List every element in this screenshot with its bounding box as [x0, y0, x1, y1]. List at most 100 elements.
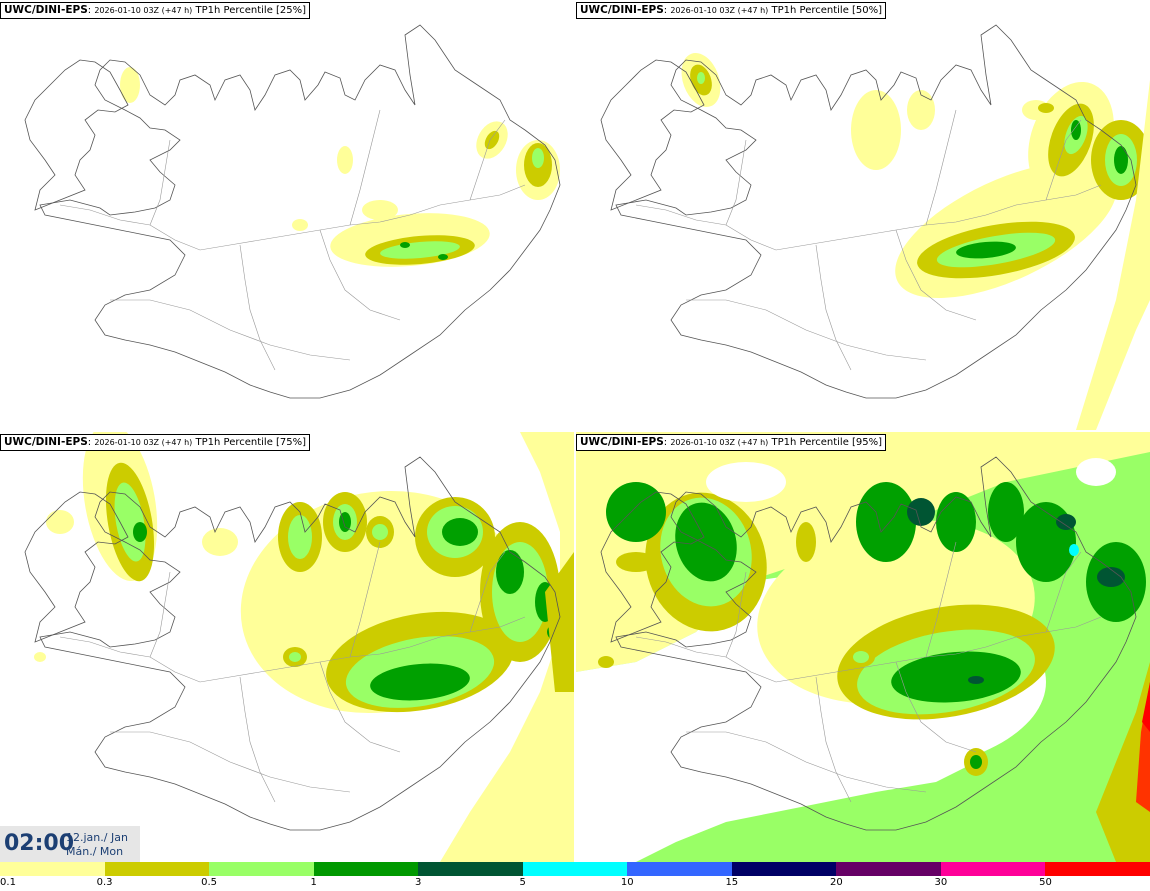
precip-area: [1114, 146, 1128, 174]
valid-time: 02:00: [4, 831, 75, 856]
legend-swatch: [940, 862, 1046, 876]
legend-swatch: [313, 862, 419, 876]
legend-label: 1: [310, 877, 317, 888]
legend-label: 5: [519, 877, 526, 888]
map-panel-p75: UWC/DINI-EPS: 2026-01-10 03Z (+47 h) TP1…: [0, 432, 574, 862]
precip-area: [337, 146, 353, 174]
precip-area: [706, 462, 786, 502]
precip-area: [675, 502, 737, 582]
precip-area: [1076, 80, 1150, 430]
precip-area: [34, 652, 46, 662]
run-info: 2026-01-10 03Z (+47 h): [670, 6, 769, 15]
legend-bar: [0, 862, 1150, 876]
precip-area: [133, 522, 147, 542]
precip-area: [606, 482, 666, 542]
legend-swatch: [731, 862, 837, 876]
precip-area: [907, 90, 935, 130]
precip-area: [1038, 103, 1054, 113]
precip-area: [440, 432, 574, 862]
precip-area: [292, 219, 308, 231]
panel-title: UWC/DINI-EPS: 2026-01-10 03Z (+47 h) TP1…: [576, 2, 887, 19]
legend-label: 3: [414, 877, 422, 888]
legend-label: 10: [620, 877, 634, 888]
precip-area: [853, 651, 869, 663]
precip-area: [362, 200, 398, 220]
precip-area: [1071, 120, 1081, 140]
map-panel-p25: UWC/DINI-EPS: 2026-01-10 03Z (+47 h) TP1…: [0, 0, 574, 430]
precip-area: [532, 148, 544, 168]
coastline: [24, 491, 129, 643]
precip-area: [851, 90, 901, 170]
road-network: [59, 541, 526, 803]
panel-title: UWC/DINI-EPS: 2026-01-10 03Z (+47 h) TP1…: [576, 434, 887, 451]
precip-map: [24, 432, 574, 862]
precip-area: [400, 242, 410, 248]
road-network: [635, 109, 1102, 371]
precip-area: [891, 651, 1021, 703]
coastline: [615, 456, 1137, 831]
legend-label: 20: [829, 877, 843, 888]
coastline: [39, 456, 561, 831]
legend-swatch: [836, 862, 941, 876]
legend-swatch: [209, 862, 314, 876]
model-name: UWC/DINI-EPS: [4, 4, 88, 16]
legend-swatch: [104, 862, 210, 876]
map-panel-p95: UWC/DINI-EPS: 2026-01-10 03Z (+47 h) TP1…: [576, 432, 1150, 862]
run-info: 2026-01-10 03Z (+47 h): [94, 6, 193, 15]
precip-map: [600, 24, 1150, 430]
precip-area: [202, 528, 238, 556]
precip-area: [988, 482, 1024, 542]
coastline: [600, 491, 705, 643]
coastline: [600, 59, 705, 211]
product-name: TP1h Percentile [95%]: [771, 437, 883, 448]
product-name: TP1h Percentile [75%]: [195, 437, 307, 448]
precip-area: [856, 482, 916, 562]
model-name: UWC/DINI-EPS: [580, 4, 664, 16]
precip-map: [576, 432, 1150, 862]
precip-area: [120, 67, 140, 103]
precip-area: [804, 584, 828, 620]
precip-area: [1096, 662, 1150, 862]
color-legend: 0.1 0.3 0.5 1 3 5 10 15 20 30 50: [0, 862, 1150, 891]
legend-label: 0.3: [96, 877, 113, 888]
precip-area: [438, 254, 448, 260]
panel-title: UWC/DINI-EPS: 2026-01-10 03Z (+47 h) TP1…: [0, 434, 311, 451]
legend-label: 0.5: [201, 877, 218, 888]
precip-area: [114, 482, 146, 562]
precip-area: [370, 663, 470, 701]
valid-day: Mán./ Mon: [66, 845, 124, 858]
precip-map: [24, 24, 561, 399]
precip-area: [968, 676, 984, 684]
precip-area: [956, 241, 1016, 259]
product-name: TP1h Percentile [25%]: [195, 5, 307, 16]
precip-area: [1016, 502, 1076, 582]
legend-label: 50: [1039, 877, 1052, 888]
precip-area: [1076, 458, 1116, 486]
precip-area: [1069, 544, 1079, 556]
precip-area: [442, 518, 478, 546]
precip-area: [496, 550, 524, 594]
valid-time-box: 02:00 12.jan./ Jan Mán./ Mon: [0, 826, 140, 862]
legend-swatch: [0, 862, 105, 876]
legend-swatch: [418, 862, 523, 876]
precip-area: [697, 72, 705, 84]
legend-label: 30: [934, 877, 948, 888]
precip-area: [545, 552, 574, 692]
legend-label: 0.1: [0, 877, 16, 888]
precip-area: [46, 510, 74, 534]
model-name: UWC/DINI-EPS: [4, 436, 88, 448]
road-network: [59, 109, 526, 371]
precip-area: [372, 524, 388, 540]
precip-area: [288, 515, 312, 559]
product-name: TP1h Percentile [50%]: [771, 5, 883, 16]
valid-date: 12.jan./ Jan: [66, 831, 128, 844]
precip-area: [616, 552, 656, 572]
legend-swatch: [1045, 862, 1150, 876]
road-network: [635, 541, 1102, 803]
precip-area: [598, 656, 614, 668]
precip-area: [970, 755, 982, 769]
precip-area: [289, 652, 301, 662]
precip-area: [796, 522, 816, 562]
panel-divider: [0, 430, 1150, 432]
coastline: [615, 24, 1137, 399]
